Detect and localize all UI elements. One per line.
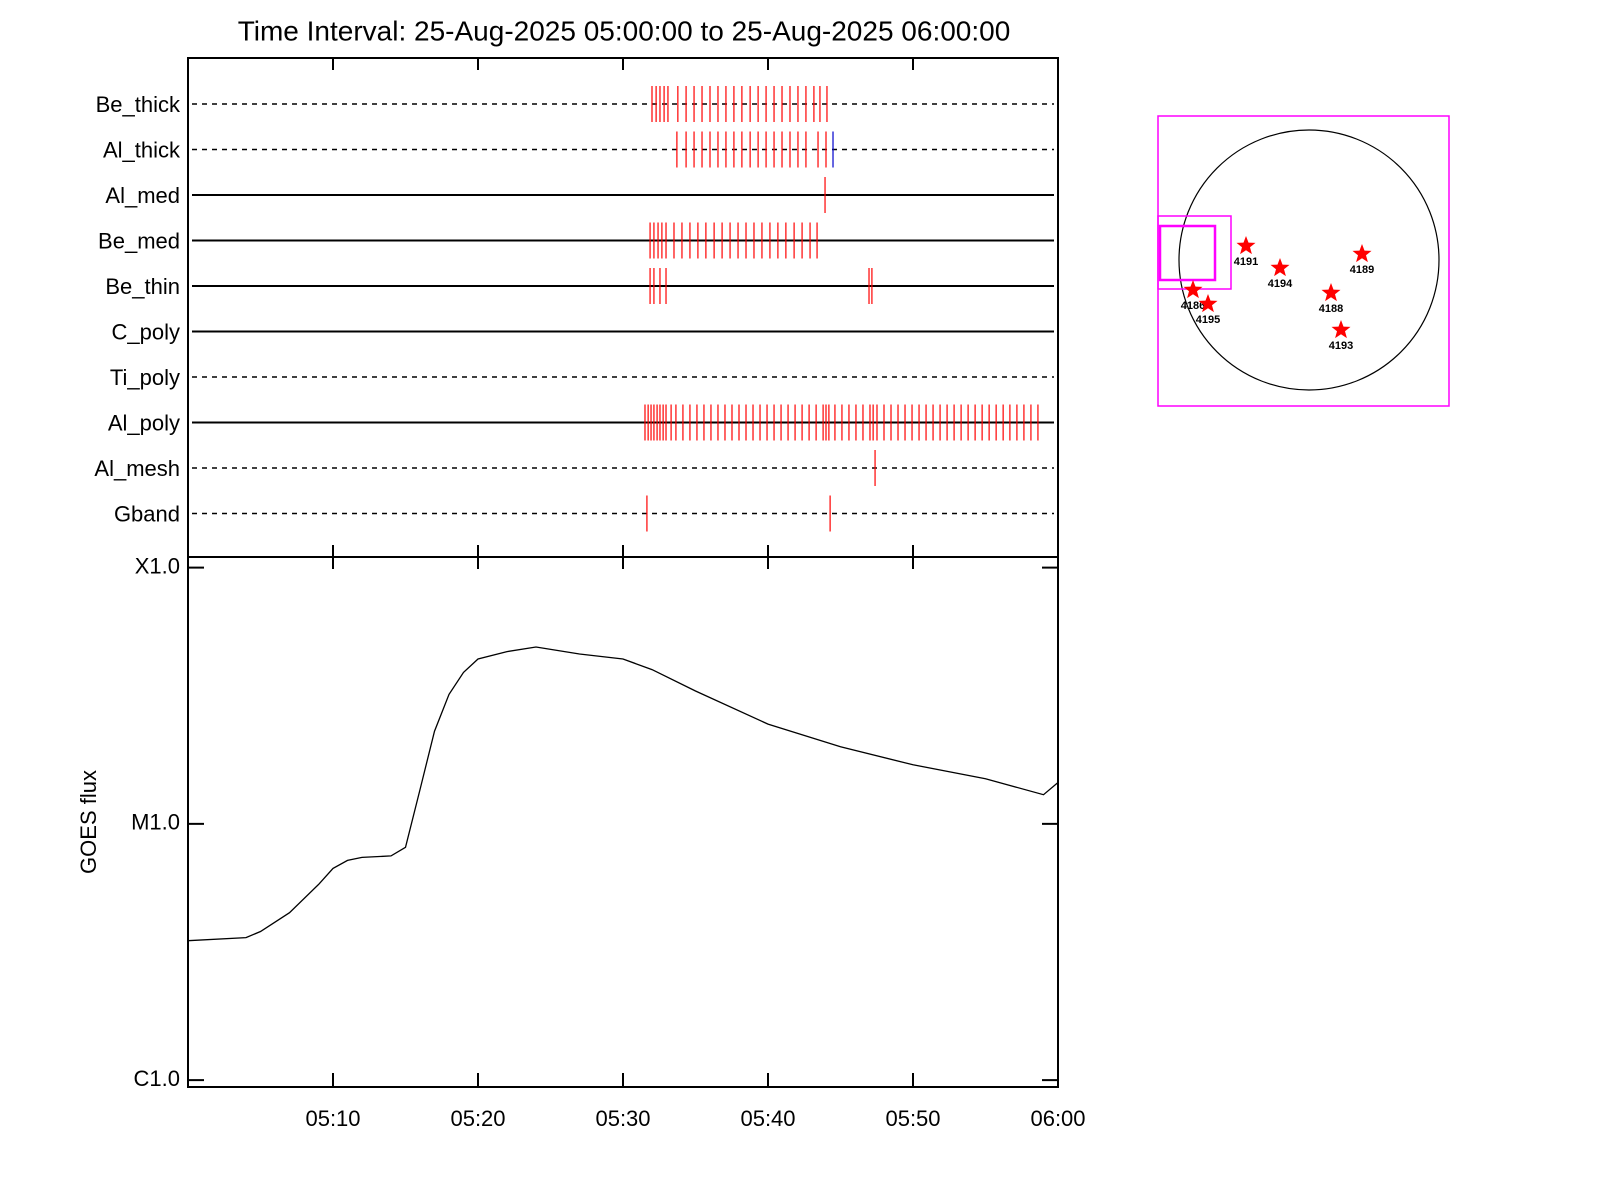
- detector-label: C_poly: [112, 319, 180, 344]
- x-tick-label: 05:10: [305, 1106, 360, 1131]
- y-tick-label: C1.0: [134, 1066, 180, 1091]
- title: Time Interval: 25-Aug-2025 05:00:00 to 2…: [238, 15, 1011, 46]
- y-axis-label: GOES flux: [76, 770, 101, 874]
- region-label: 4194: [1268, 278, 1293, 290]
- region-star: [1198, 294, 1218, 313]
- detector-label: Ti_poly: [110, 365, 180, 390]
- region-star: [1270, 258, 1290, 277]
- goes-panel: [187, 556, 1059, 1088]
- detector-label: Al_mesh: [94, 456, 180, 481]
- detector-label: Be_med: [98, 228, 180, 253]
- region-label: 4188: [1319, 303, 1343, 315]
- detector-label: Al_poly: [108, 410, 180, 435]
- x-tick-label: 06:00: [1030, 1106, 1085, 1131]
- region-label: 4193: [1329, 340, 1353, 352]
- region-star: [1183, 280, 1203, 299]
- region-star: [1321, 283, 1341, 302]
- detector-panel: [187, 57, 1059, 558]
- detector-label: Be_thick: [96, 92, 181, 117]
- region-star: [1352, 244, 1372, 263]
- fov-box: [1158, 224, 1217, 282]
- solar-disk: [1178, 129, 1440, 391]
- detector-label: Al_thick: [103, 137, 181, 162]
- region-star: [1236, 236, 1256, 255]
- detector-label: Al_med: [105, 183, 180, 208]
- x-tick-label: 05:20: [450, 1106, 505, 1131]
- region-label: 4186: [1181, 300, 1205, 312]
- region-label: 4195: [1196, 314, 1220, 326]
- goes-curve: [187, 646, 1059, 942]
- detector-label: Be_thin: [105, 274, 180, 299]
- region-label: 4189: [1350, 264, 1374, 276]
- region-label: 4191: [1234, 256, 1258, 268]
- y-tick-label: X1.0: [135, 553, 180, 578]
- region-star: [1331, 320, 1351, 339]
- map-frame: [1157, 115, 1450, 407]
- detector-label: Gband: [114, 501, 180, 526]
- x-tick-label: 05:40: [740, 1106, 795, 1131]
- x-tick-label: 05:30: [595, 1106, 650, 1131]
- x-tick-label: 05:50: [885, 1106, 940, 1131]
- y-tick-label: M1.0: [131, 810, 180, 835]
